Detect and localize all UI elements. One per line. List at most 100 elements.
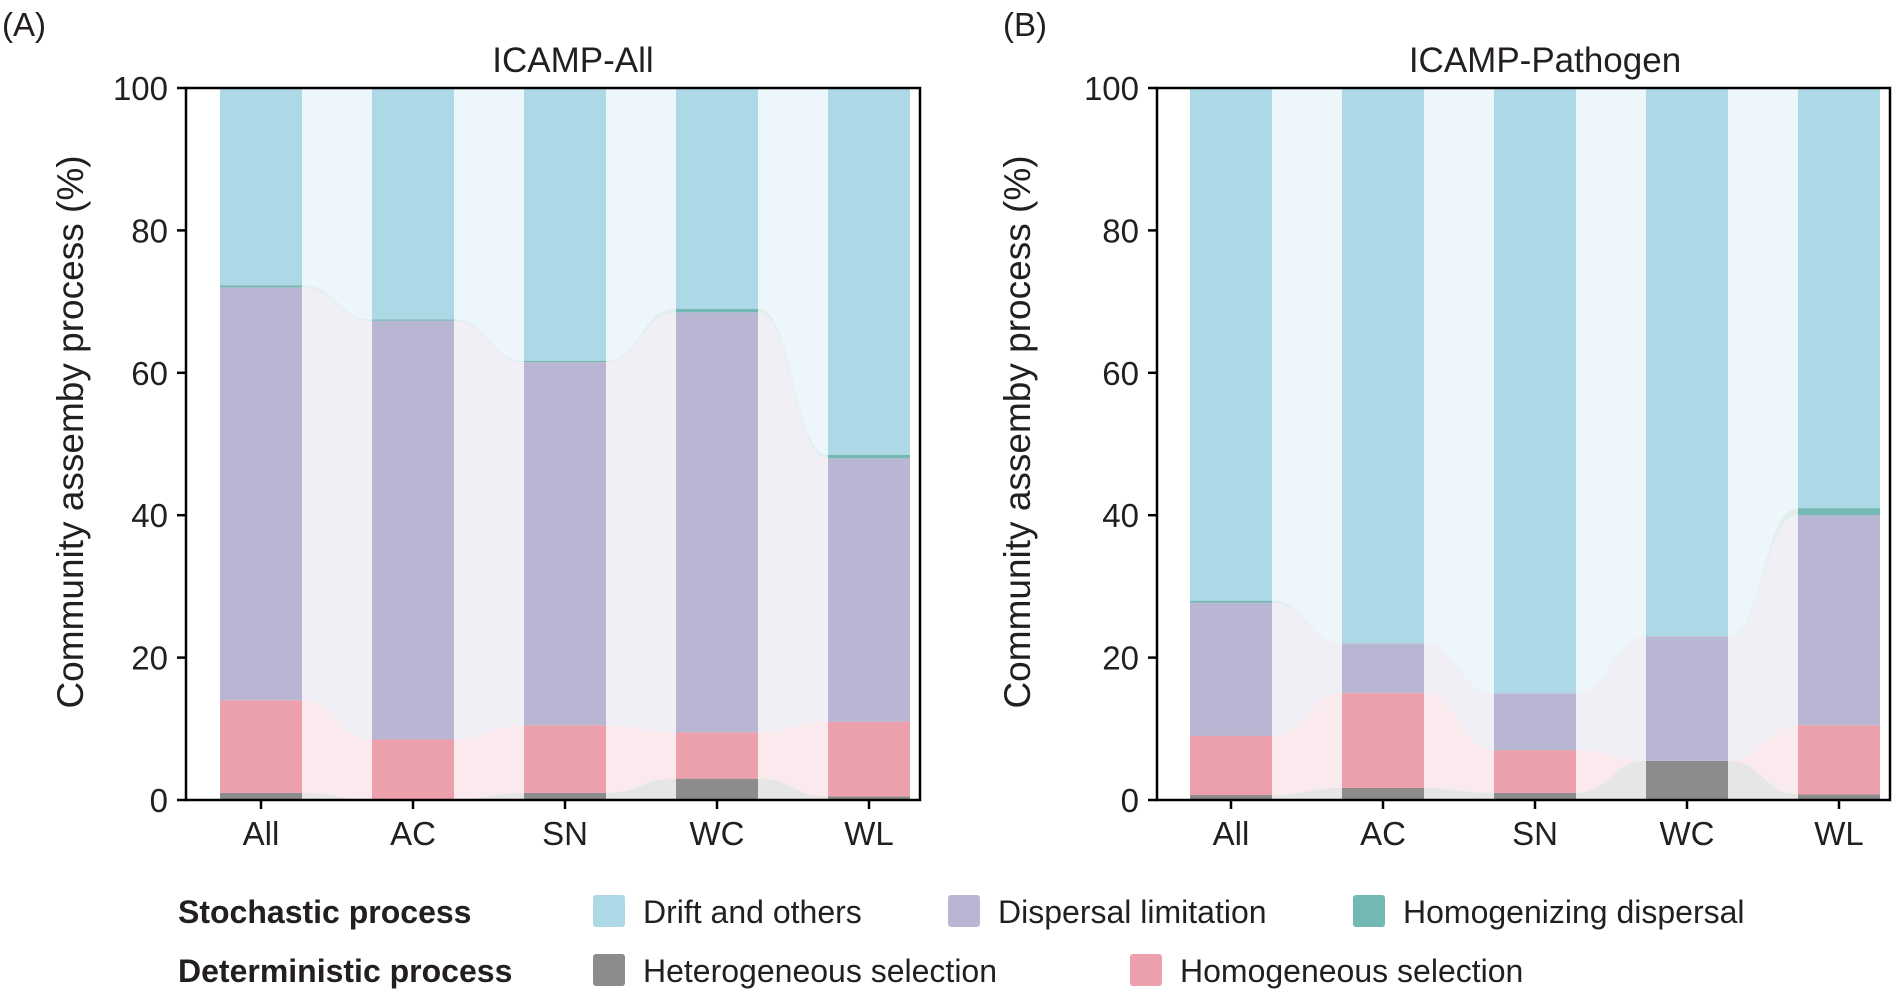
panel-b-letter: (B) xyxy=(1003,6,1047,43)
panel-a-bar-wc-homogeneous-selection xyxy=(676,732,758,779)
panel-b-x-tick-label-sn: SN xyxy=(1512,815,1558,852)
panel-b-x-tick-label-wc: WC xyxy=(1660,815,1715,852)
panel-a-bar-sn-drift-and-others xyxy=(524,88,606,361)
panel-b-connector-drift-and-others-all-ac xyxy=(1272,88,1342,644)
panel-b-y-tick-label-60: 60 xyxy=(1102,355,1139,392)
legend-label-homogenizing-dispersal: Homogenizing dispersal xyxy=(1403,894,1745,930)
panel-b-connectors xyxy=(1272,88,1798,800)
panel-a-y-tick-label-80: 80 xyxy=(131,212,168,249)
panel-a-connector-dispersal-limitation-sn-wc xyxy=(606,312,676,733)
panel-b-bar-wc-dispersal-limitation xyxy=(1646,636,1728,761)
panel-b-y-tick-label-100: 100 xyxy=(1084,70,1139,107)
legend-label-heterogeneous-selection: Heterogeneous selection xyxy=(643,953,997,989)
panel-b-bar-ac-drift-and-others xyxy=(1342,88,1424,644)
panel-a-connector-homogenizing-dispersal-sn-wc xyxy=(606,308,676,363)
panel-a-bar-wl-homogenizing-dispersal xyxy=(828,454,910,459)
panel-b-connector-drift-and-others-sn-wc xyxy=(1576,88,1646,694)
panel-b-connector-dispersal-limitation-ac-sn xyxy=(1424,643,1494,751)
panel-b-bars xyxy=(1190,88,1880,800)
legend-stochastic-label: Stochastic process xyxy=(178,894,471,930)
panel-a-bar-sn-homogenizing-dispersal xyxy=(524,360,606,363)
panel-b-y-tick-label-40: 40 xyxy=(1102,497,1139,534)
legend-label-drift: Drift and others xyxy=(643,894,862,930)
panel-b-bar-ac-heterogeneous-selection xyxy=(1342,787,1424,800)
panel-b-bar-wl-dispersal-limitation xyxy=(1798,515,1880,726)
panel-a-x-tick-label-wl: WL xyxy=(844,815,894,852)
panel-b-bar-wc-drift-and-others xyxy=(1646,88,1728,637)
panel-a-x-tick-label-wc: WC xyxy=(690,815,745,852)
panel-a-bar-ac-dispersal-limitation xyxy=(372,320,454,740)
panel-b-connector-drift-and-others-wc-wl xyxy=(1728,88,1798,637)
panel-a-bar-wc-heterogeneous-selection xyxy=(676,778,758,800)
panel-a-bar-wl-heterogeneous-selection xyxy=(828,796,910,800)
panel-b-axes-frame xyxy=(1155,86,1892,802)
panel-b-title: ICAMP-Pathogen xyxy=(1409,41,1681,80)
panel-b-x-tick-label-all: All xyxy=(1213,815,1250,852)
panel-b-connector-heterogeneous-selection-sn-wc xyxy=(1576,760,1646,800)
legend-item-dispersal-limitation: Dispersal limitation xyxy=(948,894,1267,930)
panel-b-bar-sn-heterogeneous-selection xyxy=(1494,792,1576,800)
panel-b-y-tick-label-80: 80 xyxy=(1102,212,1139,249)
panel-b-bar-all-dispersal-limitation xyxy=(1190,602,1272,736)
legend-item-drift: Drift and others xyxy=(593,894,862,930)
panel-b-bar-all-homogenizing-dispersal xyxy=(1190,600,1272,603)
panel-b-bar-wl-homogeneous-selection xyxy=(1798,725,1880,795)
panel-a-connector-dispersal-limitation-ac-sn xyxy=(454,320,524,740)
panel-b-y-axis-title: Community assemby process (%) xyxy=(997,155,1038,708)
panel-a-bar-all-homogeneous-selection xyxy=(220,700,302,793)
panel-a-connector-homogeneous-selection-ac-sn xyxy=(454,725,524,800)
panel-b-x-tick-label-wl: WL xyxy=(1814,815,1864,852)
panel-a-connector-heterogeneous-selection-all-ac xyxy=(302,792,372,800)
panel-a-y-tick-label-0: 0 xyxy=(150,782,168,819)
panel-a-connector-heterogeneous-selection-sn-wc xyxy=(606,778,676,800)
panel-a-bar-ac-homogenizing-dispersal xyxy=(372,319,454,321)
panel-a-connector-heterogeneous-selection-wc-wl xyxy=(758,778,828,800)
panel-b-connector-heterogeneous-selection-all-ac xyxy=(1272,787,1342,800)
panel-b-connector-dispersal-limitation-wc-wl xyxy=(1728,515,1798,761)
panel-a-connector-drift-and-others-ac-sn xyxy=(454,88,524,361)
panel-a-connector-homogeneous-selection-wc-wl xyxy=(758,721,828,797)
panel-b-bar-ac-homogeneous-selection xyxy=(1342,693,1424,788)
panel-b: (B) ICAMP-Pathogen Community assemby pro… xyxy=(997,6,1892,852)
legend: Stochastic process Deterministic process… xyxy=(178,894,1745,989)
panel-a-bar-wc-drift-and-others xyxy=(676,88,758,309)
panel-a-connector-homogeneous-selection-sn-wc xyxy=(606,725,676,793)
legend-label-dispersal-limitation: Dispersal limitation xyxy=(998,894,1267,930)
panel-a-connector-drift-and-others-all-ac xyxy=(302,88,372,320)
panel-a-connector-homogenizing-dispersal-all-ac xyxy=(302,285,372,321)
panel-a-bar-all-dispersal-limitation xyxy=(220,287,302,701)
panel-a-connector-drift-and-others-wc-wl xyxy=(758,88,828,455)
legend-item-homogenizing-dispersal: Homogenizing dispersal xyxy=(1353,894,1745,930)
panel-b-connector-homogeneous-selection-ac-sn xyxy=(1424,693,1494,793)
panel-a-bar-wl-drift-and-others xyxy=(828,88,910,455)
panel-b-bar-wl-drift-and-others xyxy=(1798,88,1880,509)
panel-a-bar-all-drift-and-others xyxy=(220,88,302,286)
panel-a-bar-all-homogenizing-dispersal xyxy=(220,285,302,288)
panel-b-bar-wl-homogenizing-dispersal xyxy=(1798,508,1880,516)
panel-a-title: ICAMP-All xyxy=(492,41,653,80)
panel-a-connector-dispersal-limitation-all-ac xyxy=(302,287,372,740)
panel-a-plot: 0 20 40 60 80 100 All AC SN WC WL xyxy=(113,70,922,852)
panel-b-connector-homogeneous-selection-all-ac xyxy=(1272,693,1342,796)
panel-a-connectors xyxy=(302,88,828,800)
panel-b-bar-sn-dispersal-limitation xyxy=(1494,693,1576,751)
panel-a-bars xyxy=(220,88,910,800)
panel-a-bar-wl-homogeneous-selection xyxy=(828,721,910,797)
panel-a-x-tick-label-all: All xyxy=(243,815,280,852)
panel-b-connector-dispersal-limitation-all-ac xyxy=(1272,602,1342,736)
panel-b-bar-wl-heterogeneous-selection xyxy=(1798,794,1880,800)
panel-b-connector-homogenizing-dispersal-all-ac xyxy=(1272,600,1342,644)
panel-b-plot: 0 20 40 60 80 100 All AC SN WC WL xyxy=(1084,70,1892,852)
panel-a-letter: (A) xyxy=(2,6,46,43)
panel-a-bar-wc-homogenizing-dispersal xyxy=(676,308,758,313)
panel-b-bar-sn-drift-and-others xyxy=(1494,88,1576,694)
panel-a-bar-sn-homogeneous-selection xyxy=(524,725,606,793)
panel-a-bar-sn-dispersal-limitation xyxy=(524,362,606,726)
panel-b-bar-sn-homogeneous-selection xyxy=(1494,750,1576,793)
panel-a-connector-homogenizing-dispersal-wc-wl xyxy=(758,308,828,459)
panel-a-connector-drift-and-others-sn-wc xyxy=(606,88,676,361)
panel-a-connector-heterogeneous-selection-ac-sn xyxy=(454,792,524,800)
panel-a-axes-frame xyxy=(184,86,922,802)
panel-b-connector-heterogeneous-selection-wc-wl xyxy=(1728,760,1798,800)
